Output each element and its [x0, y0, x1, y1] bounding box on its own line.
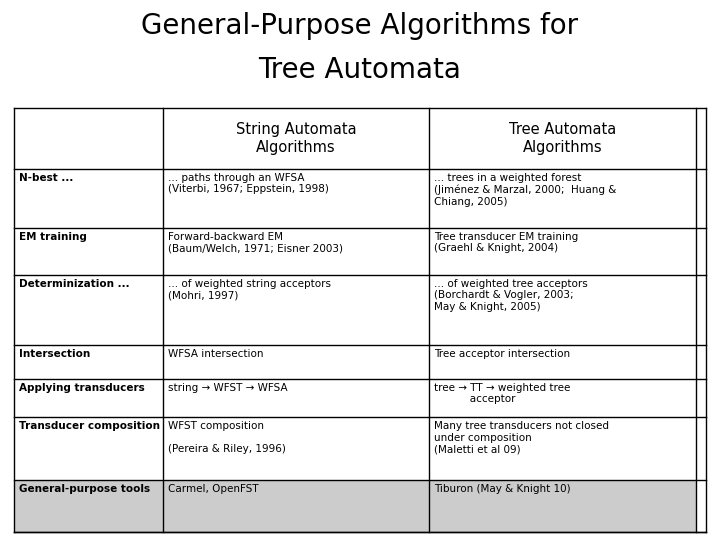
Text: EM training: EM training — [19, 232, 87, 241]
Bar — [429, 480, 696, 532]
Text: ... of weighted string acceptors
(Mohri, 1997): ... of weighted string acceptors (Mohri,… — [168, 279, 330, 300]
Bar — [14, 227, 163, 275]
Text: Forward-backward EM
(Baum/Welch, 1971; Eisner 2003): Forward-backward EM (Baum/Welch, 1971; E… — [168, 232, 343, 253]
Bar — [429, 275, 696, 345]
Bar — [14, 169, 163, 227]
Text: Intersection: Intersection — [19, 349, 90, 359]
Text: N-best ...: N-best ... — [19, 173, 73, 183]
Text: ... paths through an WFSA
(Viterbi, 1967; Eppstein, 1998): ... paths through an WFSA (Viterbi, 1967… — [168, 173, 328, 194]
Bar — [163, 480, 429, 532]
Bar — [14, 275, 163, 345]
Text: Tree Automata
Algorithms: Tree Automata Algorithms — [509, 122, 616, 154]
Text: General-purpose tools: General-purpose tools — [19, 484, 150, 494]
Text: WFST composition

(Pereira & Riley, 1996): WFST composition (Pereira & Riley, 1996) — [168, 421, 286, 454]
Bar — [14, 480, 163, 532]
Bar — [14, 108, 163, 169]
Bar — [429, 379, 696, 417]
Bar — [163, 108, 429, 169]
Text: ... of weighted tree acceptors
(Borchardt & Vogler, 2003;
May & Knight, 2005): ... of weighted tree acceptors (Borchard… — [434, 279, 588, 312]
Bar — [163, 345, 429, 379]
Text: Tiburon (May & Knight 10): Tiburon (May & Knight 10) — [434, 484, 571, 494]
Text: Tree Automata: Tree Automata — [258, 56, 462, 84]
Bar — [429, 417, 696, 480]
Text: Tree transducer EM training
(Graehl & Knight, 2004): Tree transducer EM training (Graehl & Kn… — [434, 232, 578, 253]
Bar — [163, 227, 429, 275]
Bar — [163, 417, 429, 480]
Text: Many tree transducers not closed
under composition
(Maletti et al 09): Many tree transducers not closed under c… — [434, 421, 609, 454]
Bar — [163, 379, 429, 417]
Text: string → WFST → WFSA: string → WFST → WFSA — [168, 383, 287, 393]
Text: String Automata
Algorithms: String Automata Algorithms — [235, 122, 356, 154]
Text: WFSA intersection: WFSA intersection — [168, 349, 264, 359]
Bar — [429, 108, 696, 169]
Bar — [429, 169, 696, 227]
Text: General-Purpose Algorithms for: General-Purpose Algorithms for — [141, 12, 579, 40]
Text: Carmel, OpenFST: Carmel, OpenFST — [168, 484, 258, 494]
Text: ... trees in a weighted forest
(Jiménez & Marzal, 2000;  Huang &
Chiang, 2005): ... trees in a weighted forest (Jiménez … — [434, 173, 616, 207]
Text: Tree acceptor intersection: Tree acceptor intersection — [434, 349, 570, 359]
Bar — [429, 227, 696, 275]
Text: Transducer composition: Transducer composition — [19, 421, 160, 431]
Text: Applying transducers: Applying transducers — [19, 383, 145, 393]
Bar — [14, 345, 163, 379]
Text: tree → TT → weighted tree
           acceptor: tree → TT → weighted tree acceptor — [434, 383, 570, 404]
Text: Determinization ...: Determinization ... — [19, 279, 130, 289]
Bar — [429, 345, 696, 379]
Bar — [163, 169, 429, 227]
Bar — [14, 379, 163, 417]
Bar — [163, 275, 429, 345]
Bar — [14, 417, 163, 480]
